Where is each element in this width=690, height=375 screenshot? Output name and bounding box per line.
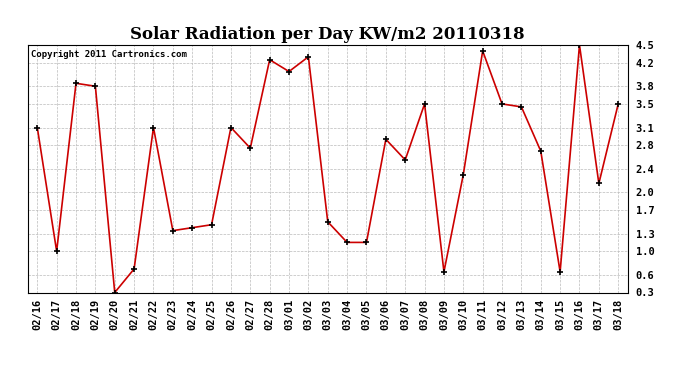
Text: Copyright 2011 Cartronics.com: Copyright 2011 Cartronics.com	[30, 50, 186, 59]
Title: Solar Radiation per Day KW/m2 20110318: Solar Radiation per Day KW/m2 20110318	[130, 27, 525, 44]
